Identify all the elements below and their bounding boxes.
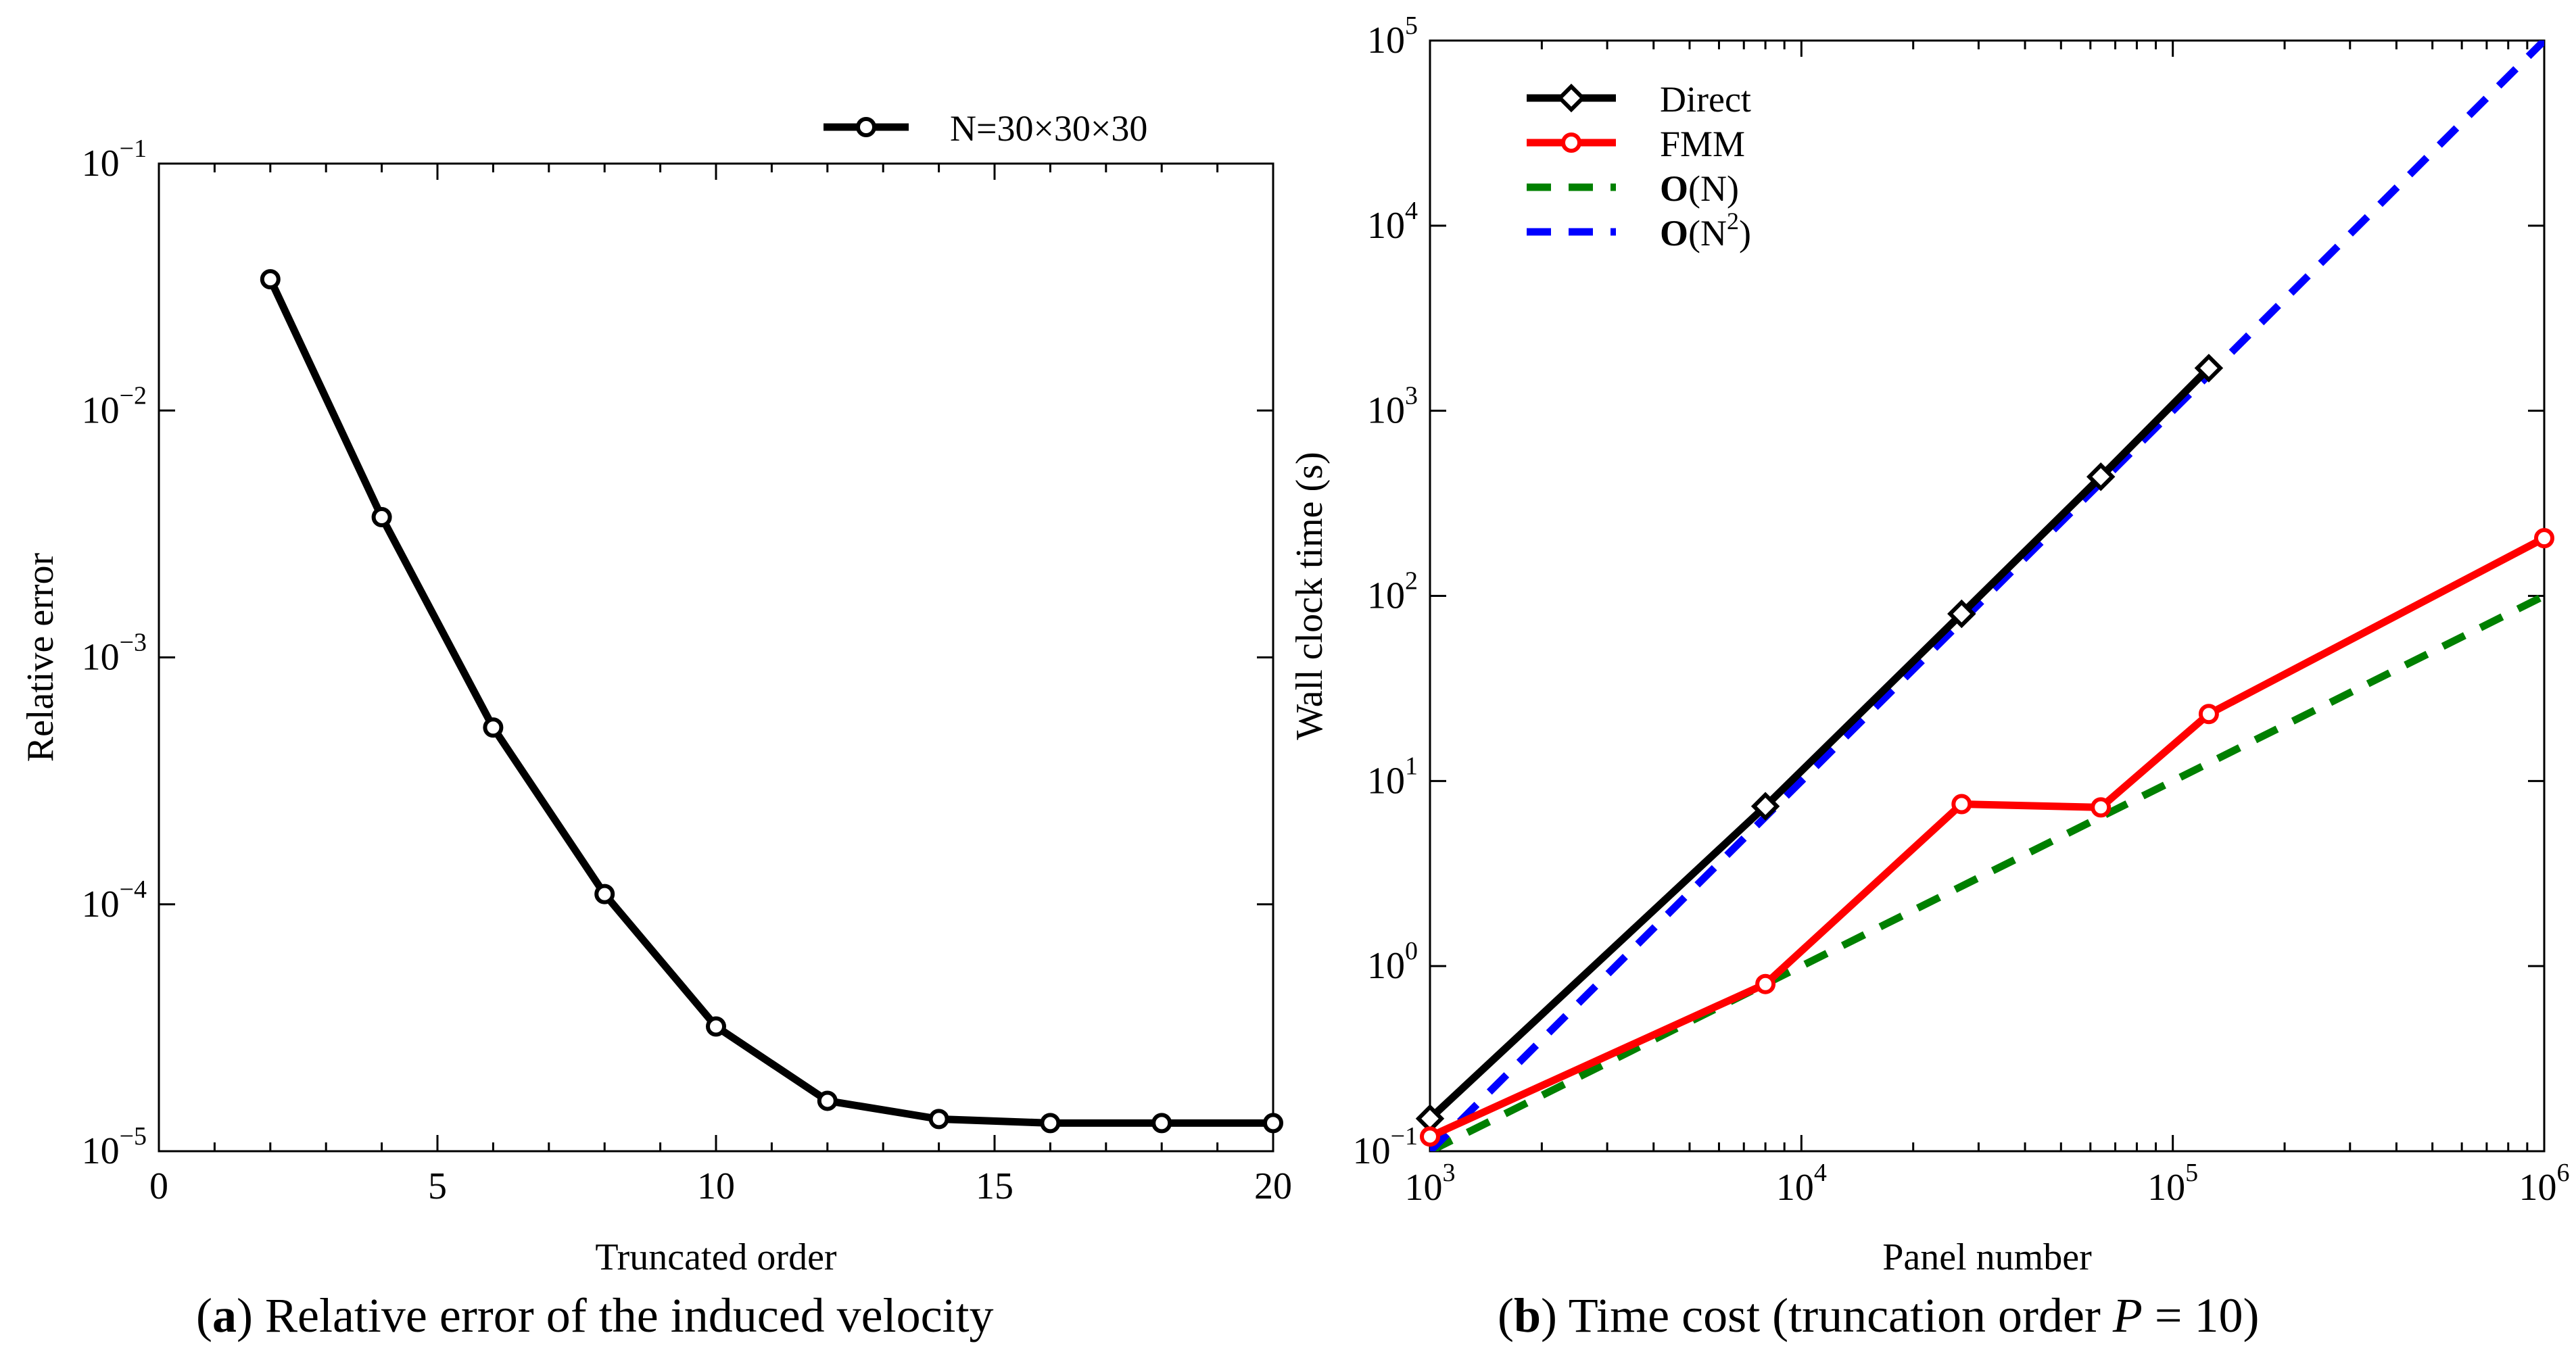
data-point-a-0-6 [928, 1109, 949, 1130]
plot-frame-b [1429, 39, 2546, 1153]
y-tick-label-a-3: 10−2 [82, 381, 147, 431]
data-point-b-1-2 [1951, 794, 1972, 815]
y-tick-label-b-2: 101 [1367, 752, 1418, 802]
series-line-b-1 [1430, 535, 2544, 1140]
data-point-b-0-1 [1750, 792, 1780, 821]
y-axis-label-b: Wall clock time (s) [1289, 452, 1331, 740]
x-tick-label-a-2: 10 [697, 1165, 735, 1207]
x-tick-label-b-3: 106 [2519, 1159, 2570, 1209]
legend-label-b-0: Direct [1660, 79, 1751, 120]
data-point-a-0-3 [594, 884, 615, 904]
caption-b-equation: = 10) [2142, 1288, 2260, 1343]
y-tick-label-b-6: 105 [1367, 11, 1418, 62]
series-line-a-0 [266, 277, 1273, 1127]
y-tick-label-a-4: 10−1 [82, 135, 147, 185]
x-tick-label-a-3: 15 [976, 1165, 1013, 1207]
data-point-b-1-4 [2198, 704, 2219, 725]
y-tick-label-b-0: 10−1 [1353, 1122, 1418, 1172]
x-tick-label-a-4: 20 [1254, 1165, 1292, 1207]
caption-a-letter: a [212, 1288, 237, 1343]
y-tick-label-b-5: 104 [1367, 197, 1418, 247]
panel-a-relative-error-chart: 0 5 10 15 20 10−5 10−4 10−3 10−2 10−1 Truncated or… [20, 108, 1292, 1278]
y-tick-label-a-2: 10−3 [82, 629, 147, 679]
series-line-b-2 [1430, 592, 2544, 1151]
caption-a: (a) Relative error of the induced veloci… [196, 1288, 994, 1343]
data-point-a-0-4 [706, 1016, 726, 1037]
data-point-b-1-5 [2534, 528, 2554, 549]
data-point-a-0-0 [260, 269, 281, 290]
panel-b-time-cost-chart: 103 104 105 106 10−1 100 101 102 103 104 105 Panel … [1289, 11, 2570, 1278]
x-tick-label-b-2: 105 [2147, 1159, 2198, 1209]
x-axis-label-b: Panel number [1882, 1236, 2092, 1278]
x-tick-label-a-1: 5 [428, 1165, 447, 1207]
plot-area-b [1430, 41, 2544, 1151]
data-point-b-0-4 [2194, 354, 2224, 383]
y-tick-label-b-1: 100 [1367, 937, 1418, 987]
data-point-b-1-3 [2091, 797, 2112, 818]
data-point-a-0-7 [1040, 1113, 1061, 1134]
data-point-b-1-0 [1420, 1126, 1440, 1147]
data-point-b-0-3 [2086, 462, 2116, 491]
data-point-b-0-2 [1947, 599, 1976, 629]
data-point-a-0-9 [1263, 1113, 1283, 1134]
legend-label-a-0: N=30×30×30 [950, 108, 1147, 149]
legend-marker-b-0 [1556, 83, 1586, 113]
caption-b: (b) Time cost (truncation order P = 10) [1498, 1288, 2260, 1343]
y-tick-label-a-1: 10−4 [82, 875, 147, 925]
legend-marker-b-1 [1561, 132, 1581, 153]
data-point-a-0-1 [371, 506, 392, 527]
y-tick-label-b-3: 102 [1367, 567, 1418, 617]
series-line-b-3 [1430, 41, 2544, 1151]
legend-label-b-1: FMM [1660, 124, 1745, 164]
x-tick-label-b-1: 104 [1776, 1159, 1827, 1209]
y-tick-label-b-4: 103 [1367, 382, 1418, 432]
legend-label-b-3: O(N2) [1660, 208, 1751, 253]
caption-a-text: Relative error of the induced velocity [252, 1288, 994, 1343]
caption-b-variable: P [2112, 1288, 2143, 1343]
x-axis-label-a: Truncated order [595, 1236, 837, 1278]
data-point-a-0-5 [817, 1090, 838, 1111]
caption-b-text: Time cost (truncation order [1557, 1288, 2113, 1343]
plot-frame-a [158, 162, 1274, 1153]
x-tick-label-a-0: 0 [149, 1165, 168, 1207]
caption-b-letter: b [1513, 1288, 1542, 1343]
data-point-a-0-8 [1151, 1113, 1172, 1134]
y-axis-label-a: Relative error [20, 552, 62, 762]
data-point-a-0-2 [483, 717, 504, 738]
y-tick-label-a-0: 10−5 [82, 1122, 147, 1172]
data-point-b-1-1 [1755, 973, 1776, 994]
legend-marker-a-0 [856, 117, 876, 137]
x-tick-label-b-0: 103 [1405, 1159, 1456, 1209]
legend-label-b-2: O(N) [1660, 168, 1739, 209]
